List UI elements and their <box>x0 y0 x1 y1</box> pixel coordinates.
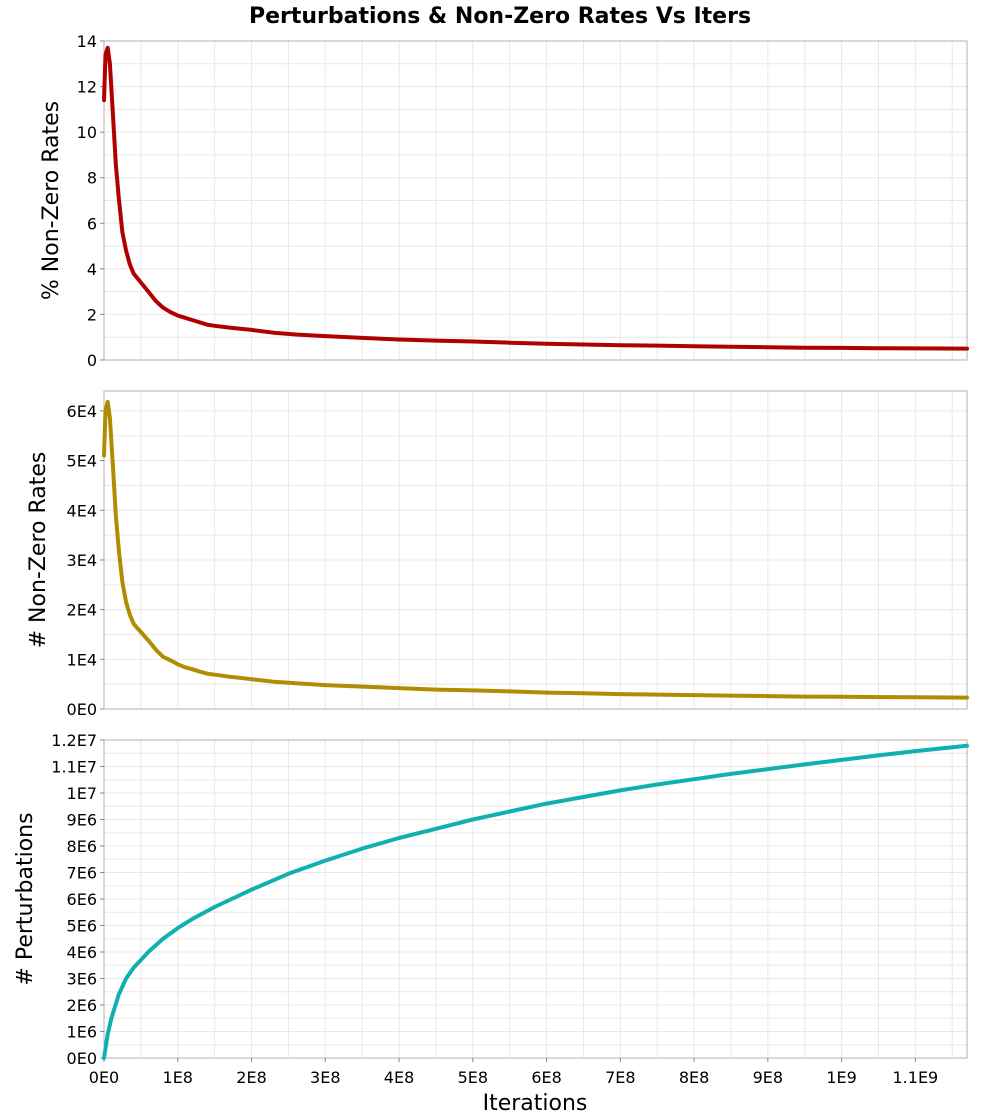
y-tick-label: 1E6 <box>67 1023 97 1042</box>
y-tick-label: 2E6 <box>67 996 97 1015</box>
x-tick-label: 8E8 <box>679 1068 709 1087</box>
series-line-perturbations <box>102 743 969 1060</box>
y-tick-label: 4E6 <box>67 943 97 962</box>
y-tick-label: 1.1E7 <box>51 758 97 777</box>
x-tick-label: 1E9 <box>826 1068 856 1087</box>
x-tick-label: 5E8 <box>458 1068 488 1087</box>
y-tick-label: 5E4 <box>67 452 97 471</box>
y-tick-label: 10 <box>77 123 97 142</box>
y-tick-label: 1E4 <box>67 650 97 669</box>
series-line-count-nonzero <box>102 399 969 700</box>
x-tick-label: 1E8 <box>163 1068 193 1087</box>
plot-frame <box>103 40 968 361</box>
y-tick-label: 6E6 <box>67 890 97 909</box>
x-tick-label: 7E8 <box>605 1068 635 1087</box>
x-tick-label: 0E0 <box>89 1068 119 1087</box>
x-tick-label: 4E8 <box>384 1068 414 1087</box>
panel-count-nonzero: 0E0 1E4 2E4 3E4 4E4 5E4 6E4 # Non-Zero Rates <box>26 390 969 719</box>
panel-perturbations: 0E0 1E6 2E6 3E6 4E6 5E6 6E6 7E6 8E6 9E6 1E7 1.1E7 1.… <box>13 731 969 1087</box>
y-tick-label: 3E4 <box>67 551 97 570</box>
y-tick-label: 2E4 <box>67 601 97 620</box>
y-tick-label: 1E7 <box>67 784 97 803</box>
y-tick-label: 5E6 <box>67 917 97 936</box>
panel-pct-nonzero: 0 2 4 6 8 10 12 14 % Non-Zero Rates <box>39 32 969 370</box>
y-tick-label: 12 <box>77 78 97 97</box>
y-tick-label: 8E6 <box>67 837 97 856</box>
y-tick-label: 6 <box>87 214 97 233</box>
y-tick-label: 7E6 <box>67 864 97 883</box>
y-tick-label: 0E0 <box>67 1049 97 1068</box>
y-tick-label: 6E4 <box>67 402 97 421</box>
x-tick-label: 6E8 <box>531 1068 561 1087</box>
x-tick-label: 3E8 <box>310 1068 340 1087</box>
x-tick-label: 2E8 <box>236 1068 266 1087</box>
series-line-pct-nonzero <box>102 45 969 351</box>
y-tick-label: 3E6 <box>67 970 97 989</box>
y-axis-label: % Non-Zero Rates <box>39 101 64 300</box>
plot-frame <box>103 390 968 710</box>
y-tick-label: 4E4 <box>67 501 97 520</box>
y-tick-label: 2 <box>87 305 97 324</box>
x-tick-label: 1.1E9 <box>893 1068 939 1087</box>
x-tick-label: 9E8 <box>753 1068 783 1087</box>
y-tick-label: 1.2E7 <box>51 731 97 750</box>
x-axis-label: Iterations <box>483 1091 588 1116</box>
chart-title: Perturbations & Non-Zero Rates Vs Iters <box>249 4 751 29</box>
y-axis-label: # Non-Zero Rates <box>26 452 51 649</box>
y-tick-label: 14 <box>77 32 97 51</box>
y-tick-label: 0 <box>87 351 97 370</box>
y-tick-label: 8 <box>87 169 97 188</box>
y-tick-label: 4 <box>87 260 97 279</box>
y-tick-label: 9E6 <box>67 811 97 830</box>
y-tick-label: 0E0 <box>67 700 97 719</box>
y-axis-label: # Perturbations <box>13 812 38 985</box>
